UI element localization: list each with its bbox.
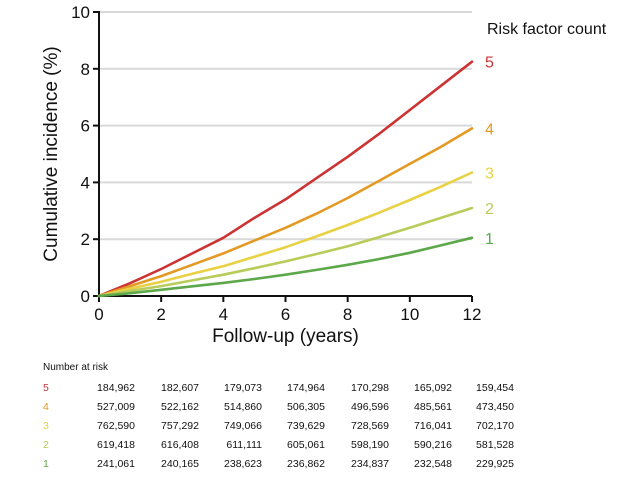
- number-at-risk-cell: 762,590: [97, 420, 135, 432]
- y-tick-label: 0: [81, 287, 90, 306]
- number-at-risk-cell: 598,190: [351, 439, 389, 451]
- number-at-risk-cell: 179,073: [224, 382, 262, 394]
- series-line-4: [97, 127, 474, 298]
- number-at-risk-cell: 757,292: [161, 420, 199, 432]
- number-at-risk-cell: 238,623: [224, 458, 262, 470]
- number-at-risk-cell: 749,066: [224, 420, 262, 432]
- number-at-risk-cell: 184,962: [97, 382, 135, 394]
- number-at-risk-cell: 581,528: [476, 439, 514, 451]
- x-tick-label: 2: [156, 305, 165, 324]
- number-at-risk-cell: 165,092: [414, 382, 452, 394]
- legend-label-5: 5: [485, 55, 494, 72]
- grid-lines: [99, 11, 472, 241]
- y-tick-label: 6: [81, 117, 90, 136]
- number-at-risk-cell: 716,041: [414, 420, 452, 432]
- x-tick-label: 0: [94, 305, 103, 324]
- y-axis-title: Cumulative incidence (%): [41, 46, 62, 261]
- number-at-risk-cell: 159,454: [476, 382, 514, 394]
- x-tick-label: 10: [400, 305, 419, 324]
- y-tick-label: 10: [71, 3, 90, 22]
- axis-labels: Follow-up (years) Cumulative incidence (…: [41, 21, 607, 347]
- legend-title: Risk factor count: [487, 21, 607, 38]
- series-line-5: [97, 60, 474, 298]
- number-at-risk-group-2: 2: [43, 439, 49, 451]
- number-at-risk-cell: 241,061: [97, 458, 135, 470]
- number-at-risk-cell: 522,162: [161, 401, 199, 413]
- number-at-risk-cell: 619,418: [97, 439, 135, 451]
- number-at-risk-cell: 182,607: [161, 382, 199, 394]
- number-at-risk-cell: 229,925: [476, 458, 514, 470]
- number-at-risk-cell: 739,629: [287, 420, 325, 432]
- number-at-risk-title: Number at risk: [43, 362, 109, 373]
- number-at-risk-group-4: 4: [43, 401, 49, 413]
- legend-label-3: 3: [485, 165, 494, 182]
- y-tick-label: 4: [81, 173, 90, 192]
- number-at-risk-cell: 590,216: [414, 439, 452, 451]
- number-at-risk-cell: 234,837: [351, 458, 389, 470]
- x-axis-title: Follow-up (years): [212, 326, 359, 347]
- number-at-risk-cell: 506,305: [287, 401, 325, 413]
- number-at-risk-cell: 616,408: [161, 439, 199, 451]
- y-tick-label: 2: [81, 230, 90, 249]
- x-tick-label: 6: [281, 305, 290, 324]
- number-at-risk-table: Number at risk 5 184,962 182,607 179,073 174…: [43, 362, 514, 470]
- x-tick-label: 12: [463, 305, 482, 324]
- x-tick-label: 8: [343, 305, 352, 324]
- number-at-risk-cell: 527,009: [97, 401, 135, 413]
- number-at-risk-cell: 174,964: [287, 382, 325, 394]
- series-line-2: [97, 206, 474, 298]
- number-at-risk-group-1: 1: [43, 458, 49, 470]
- number-at-risk-cell: 605,061: [287, 439, 325, 451]
- number-at-risk-cell: 240,165: [161, 458, 199, 470]
- number-at-risk-group-5: 5: [43, 382, 49, 394]
- number-at-risk-cell: 702,170: [476, 420, 514, 432]
- number-at-risk-cell: 496,596: [351, 401, 389, 413]
- number-at-risk-cell: 611,111: [226, 439, 262, 451]
- series-lines: [97, 60, 474, 298]
- legend: 5 4 3 2 1: [485, 55, 494, 248]
- number-at-risk-cell: 514,860: [224, 401, 262, 413]
- number-at-risk-cell: 232,548: [414, 458, 452, 470]
- number-at-risk-group-3: 3: [43, 420, 49, 432]
- number-at-risk-cell: 485,561: [414, 401, 452, 413]
- series-line-3: [97, 171, 474, 298]
- legend-label-4: 4: [485, 121, 494, 138]
- x-tick-label: 4: [219, 305, 228, 324]
- number-at-risk-cell: 728,569: [351, 420, 389, 432]
- axes: 0 2 4 6 8 10 0 2 4 6 8 10 12: [71, 3, 481, 324]
- number-at-risk-cell: 236,862: [287, 458, 325, 470]
- y-tick-label: 8: [81, 60, 90, 79]
- legend-label-2: 2: [485, 201, 494, 218]
- number-at-risk-cell: 473,450: [476, 401, 514, 413]
- series-line-1: [97, 236, 474, 298]
- legend-label-1: 1: [485, 231, 494, 248]
- number-at-risk-cell: 170,298: [351, 382, 389, 394]
